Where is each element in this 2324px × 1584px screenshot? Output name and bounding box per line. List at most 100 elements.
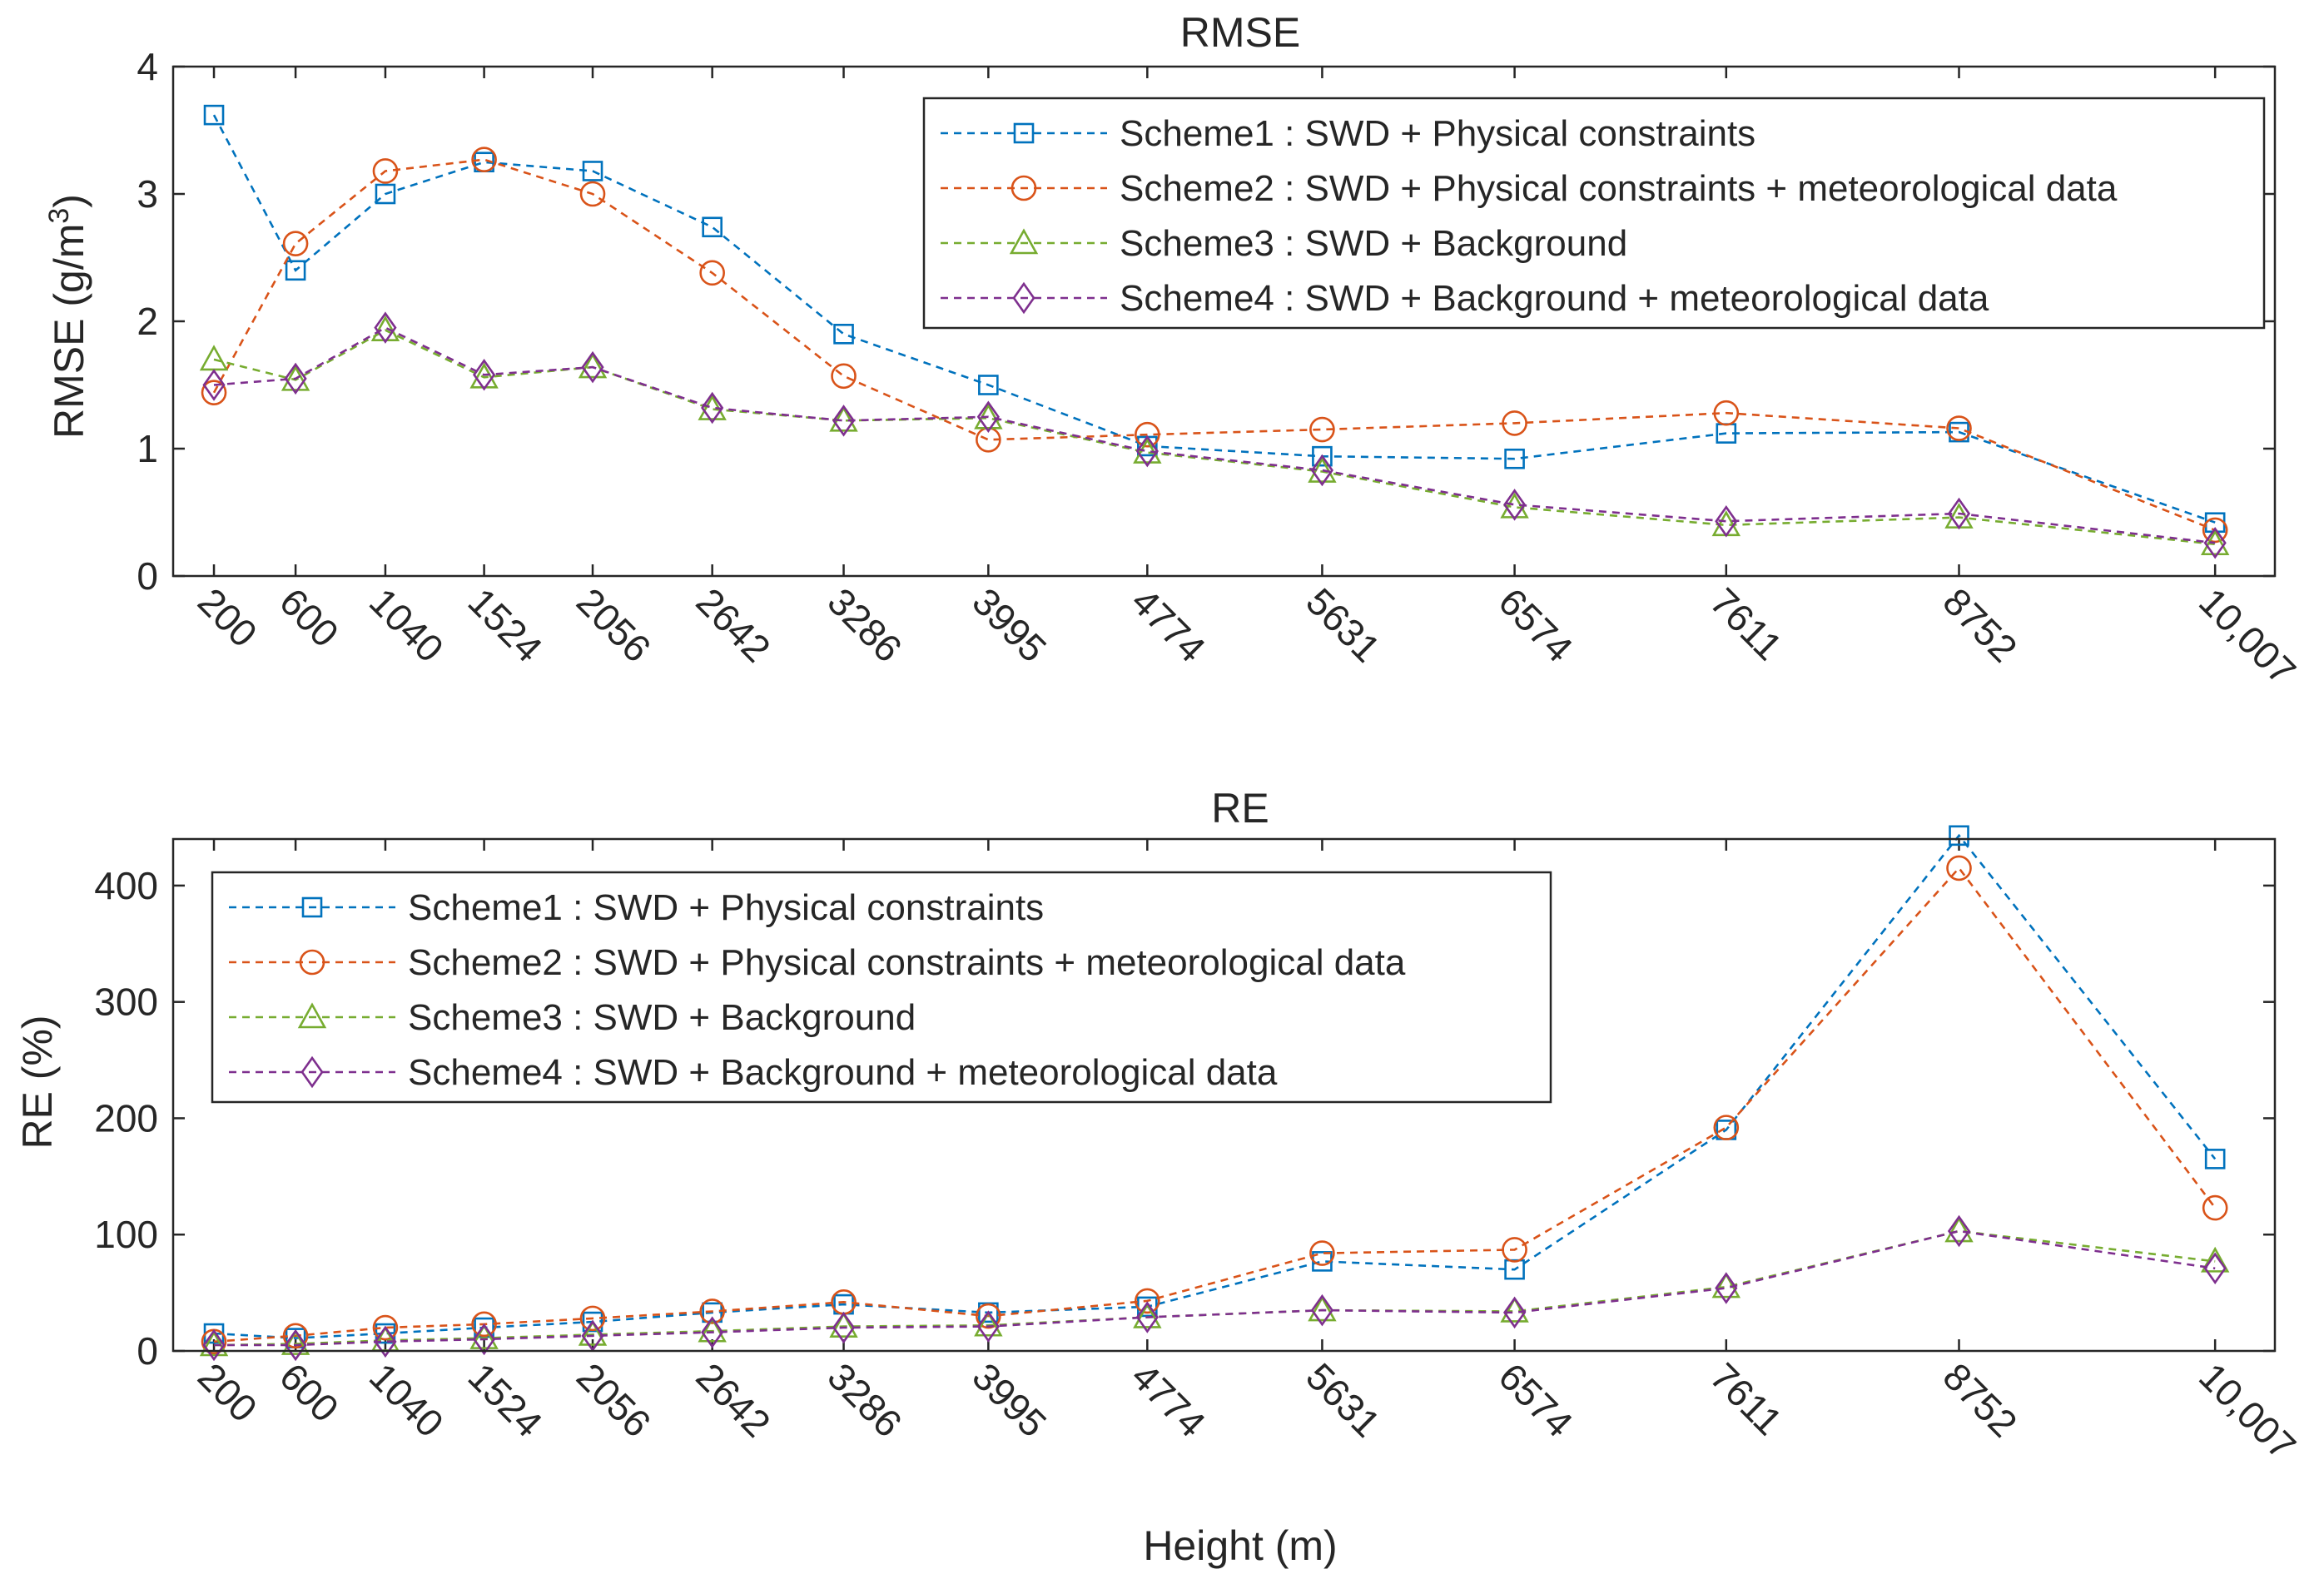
rmse-x-tick-label: 200 <box>190 579 266 655</box>
rmse-legend-label-2: Scheme2 : SWD + Physical constraints + m… <box>1120 168 2118 209</box>
re-series-3-point <box>829 1311 858 1338</box>
rmse-series-1-point <box>285 260 306 281</box>
re-legend-box <box>211 871 1552 1104</box>
rmse-series-4-point <box>976 400 1000 434</box>
rmse-series-4-point <box>2203 526 2227 559</box>
re-x-tick-label: 2642 <box>688 1354 779 1445</box>
re-legend-marker-1 <box>301 896 323 918</box>
rmse-series-1-point <box>978 375 999 395</box>
rmse-x-tick-label: 600 <box>271 579 347 655</box>
rmse-x-tick-label: 2642 <box>688 579 779 670</box>
re-y-axis-label: RE (%) <box>14 1015 61 1149</box>
rmse-y-tick-label: 0 <box>137 554 158 598</box>
re-series-1-point <box>1949 825 1969 847</box>
rmse-x-tick-label: 2056 <box>569 579 659 670</box>
re-series-3-point <box>1500 1296 1529 1323</box>
re-series-4-point <box>701 1316 724 1348</box>
re-x-tick-label: 10,007 <box>2191 1354 2304 1467</box>
re-plot-frame <box>171 837 2277 1353</box>
re-series-4-point <box>473 1323 496 1356</box>
rmse-series-1-point <box>582 161 603 181</box>
rmse-series-1-point <box>702 216 723 238</box>
rmse-series-4-point <box>374 311 397 344</box>
re-series-1-point <box>2204 1149 2226 1169</box>
re-legend-marker-3 <box>297 1002 327 1029</box>
re-series-2-line <box>213 866 2217 1343</box>
re-series-3-point <box>469 1323 499 1349</box>
rmse-plot-frame <box>171 65 2277 578</box>
re-x-tick-label: 5631 <box>1298 1354 1388 1445</box>
rmse-series-2-point <box>372 158 399 184</box>
re-series-2-point <box>471 1311 497 1338</box>
rmse-series-4-point <box>581 350 604 384</box>
rmse-series-4-point <box>284 362 307 395</box>
re-series-1-point <box>702 1302 723 1323</box>
re-series-4-point <box>976 1310 1000 1343</box>
rmse-x-tick-label: 3286 <box>819 579 910 670</box>
rmse-legend-box <box>922 97 2266 330</box>
rmse-series-1-point <box>1504 448 1525 469</box>
re-legend: Scheme1 : SWD + Physical constraints Sche… <box>211 871 1552 1104</box>
rmse-series-2-line <box>212 158 2216 532</box>
re-legend-label-4: Scheme4 : SWD + Background + meteorologi… <box>408 1052 1278 1093</box>
rmse-series-2-point <box>699 260 725 286</box>
rmse-series-4-point <box>473 359 496 391</box>
rmse-series-2-point <box>1309 416 1335 443</box>
re-series-3-point <box>1308 1295 1337 1322</box>
re-series-4-point <box>2203 1252 2227 1285</box>
rmse-title: RMSE <box>1180 9 1300 56</box>
re-series-2-point <box>1135 1288 1160 1314</box>
re-x-tick-label: 3286 <box>819 1354 910 1445</box>
rmse-panel: RMSE RMSE (g/m3) 0 1 2 3 4 200 600 1040 1524 2056… <box>43 9 2304 693</box>
re-series-3-point <box>974 1310 1003 1337</box>
re-x-tick-label: 3995 <box>964 1354 1055 1445</box>
re-series-2-point <box>372 1314 399 1341</box>
re-x-tick-label: 4774 <box>1123 1354 1214 1445</box>
rmse-series-3-point <box>199 345 229 371</box>
re-series-4-point <box>284 1328 307 1362</box>
rmse-series-4-line <box>213 326 2216 544</box>
re-x-tick-label: 7611 <box>1702 1354 1791 1443</box>
rmse-y-tick-label: 3 <box>137 172 158 216</box>
re-series-2-point <box>1946 855 1972 881</box>
re-series-3-point <box>698 1316 727 1343</box>
rmse-y-tick-label: 1 <box>137 427 158 470</box>
rmse-series-4-point <box>832 405 856 437</box>
rmse-legend-marker-3 <box>1009 228 1039 255</box>
rmse-series-2-point <box>201 380 227 405</box>
rmse-series-4-point <box>1502 489 1527 521</box>
re-x-tick-label: 6574 <box>1491 1354 1582 1445</box>
rmse-legend-label-4: Scheme4 : SWD + Background + meteorologi… <box>1120 278 1989 319</box>
re-x-tick-label: 1524 <box>460 1354 551 1445</box>
rmse-series-4-point <box>1135 434 1159 468</box>
rmse-series-1-point <box>1312 445 1333 467</box>
re-x-tick-label: 200 <box>190 1354 266 1430</box>
re-x-axis-label: Height (m) <box>1143 1522 1337 1569</box>
rmse-y-axis-label: RMSE (g/m3) <box>43 194 92 439</box>
rmse-series-2-point <box>1946 415 1972 441</box>
rmse-x-tick-label: 1040 <box>361 579 452 670</box>
rmse-series-1-point <box>833 323 854 345</box>
re-series-3-point <box>281 1328 310 1355</box>
re-series-4-point <box>1715 1272 1738 1304</box>
rmse-legend-marker-1 <box>1013 122 1035 144</box>
re-legend-label-1: Scheme1 : SWD + Physical constraints <box>408 887 1044 928</box>
re-series-3-point <box>578 1319 608 1346</box>
rmse-series-2-point <box>1713 400 1740 426</box>
rmse-x-tick-label: 1524 <box>460 579 551 670</box>
re-series-3-point <box>1133 1302 1162 1328</box>
rmse-series-1-point <box>375 183 396 205</box>
rmse-series-1-point <box>203 104 225 126</box>
re-legend-label-2: Scheme2 : SWD + Physical constraints + m… <box>408 942 1406 983</box>
re-series-3-point <box>2200 1246 2230 1273</box>
rmse-x-tick-label: 7611 <box>1702 579 1791 668</box>
rmse-legend-label-3: Scheme3 : SWD + Background <box>1120 223 1627 264</box>
rmse-series-4-point <box>1310 454 1334 487</box>
rmse-series-4-point <box>701 391 724 425</box>
re-series-2-point <box>1309 1240 1335 1266</box>
re-x-tick-label: 600 <box>271 1354 347 1430</box>
re-series-2-point <box>1713 1115 1740 1140</box>
re-y-tick-label: 300 <box>94 981 158 1024</box>
rmse-x-tick-label: 6574 <box>1491 579 1582 670</box>
